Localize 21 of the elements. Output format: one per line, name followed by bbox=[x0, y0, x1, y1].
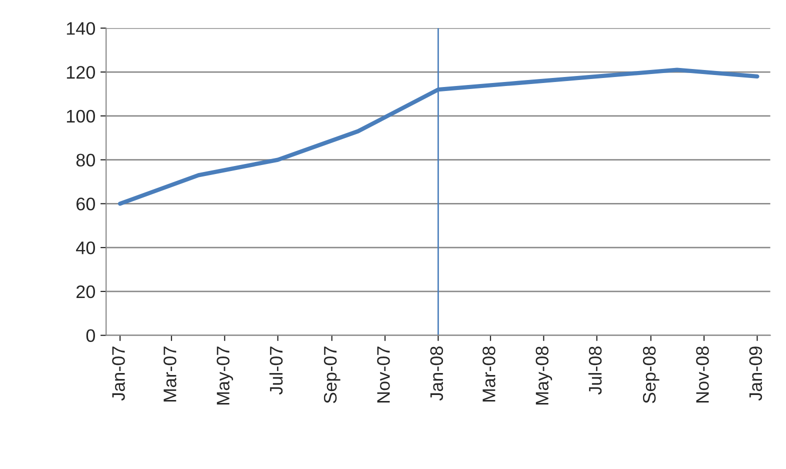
x-tick-label: Jan-08 bbox=[430, 346, 444, 401]
x-tick-label: Jan-07 bbox=[112, 346, 125, 401]
x-tick-label: Jan-09 bbox=[749, 346, 762, 401]
y-tick-label: 140 bbox=[66, 22, 95, 35]
x-tick-label: May-08 bbox=[536, 346, 552, 404]
x-tick-label: May-07 bbox=[216, 346, 234, 404]
y-tick-label: 80 bbox=[76, 154, 95, 167]
y-tick-label: 120 bbox=[66, 66, 95, 79]
x-tick-label: Mar-07 bbox=[164, 346, 176, 402]
x-tick-label: Sep-08 bbox=[642, 346, 660, 404]
x-tick-label: Nov-08 bbox=[696, 346, 709, 402]
x-tick-label: Nov-07 bbox=[377, 346, 390, 402]
y-tick-label: 100 bbox=[66, 110, 95, 123]
y-tick-label: 20 bbox=[76, 285, 95, 298]
x-tick-label: Jul-08 bbox=[588, 346, 602, 395]
x-tick-label: Sep-07 bbox=[324, 346, 340, 404]
y-tick-label: 40 bbox=[76, 242, 95, 254]
x-tick-label: Mar-08 bbox=[482, 346, 496, 402]
y-tick-label: 0 bbox=[86, 329, 95, 342]
x-tick-label: Jul-07 bbox=[269, 346, 283, 395]
y-tick-label: 60 bbox=[76, 198, 95, 210]
